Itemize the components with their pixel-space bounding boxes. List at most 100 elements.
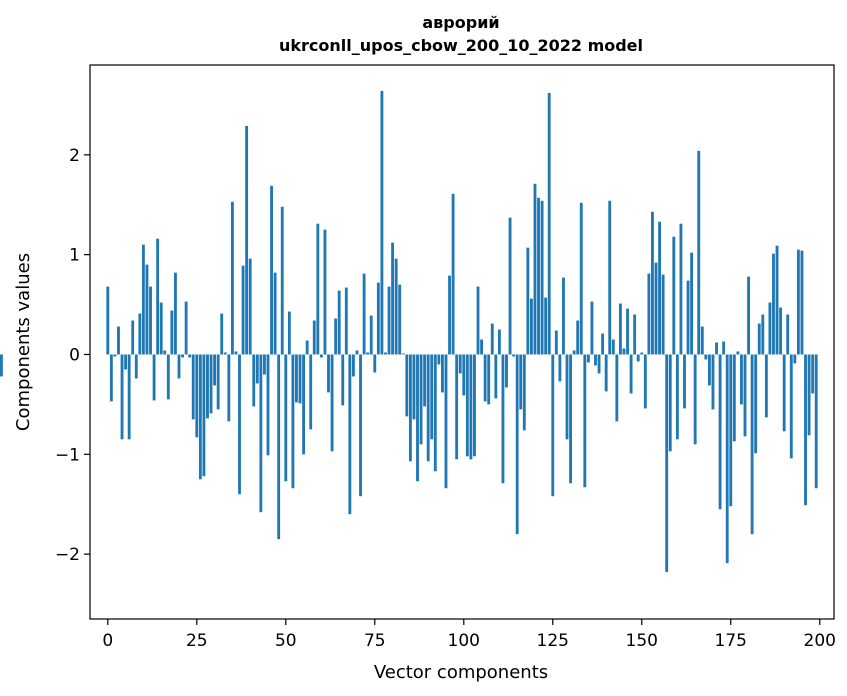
bar: [419, 354, 423, 445]
bar: [562, 277, 565, 355]
bar: [811, 354, 815, 394]
x-tick-label: 175: [715, 631, 747, 651]
bar: [298, 354, 302, 404]
bar: [127, 354, 131, 440]
bar: [195, 354, 199, 438]
bar: [344, 287, 348, 355]
bar: [341, 354, 345, 406]
bar: [711, 354, 715, 410]
bar: [270, 185, 273, 355]
bar: [202, 354, 206, 477]
bar: [700, 326, 704, 355]
bar: [796, 249, 800, 355]
x-tick-label: 150: [626, 631, 658, 651]
bar: [141, 244, 145, 355]
bar: [529, 298, 533, 355]
bar: [754, 354, 758, 454]
bar: [177, 354, 181, 379]
bar: [786, 314, 790, 355]
bar: [707, 354, 711, 386]
bar: [537, 197, 540, 355]
bar: [658, 221, 661, 355]
x-axis: 0 25 50 75 100 125 150 175 200: [102, 619, 836, 651]
bar: [433, 354, 437, 472]
bar: [693, 354, 697, 445]
x-tick-label: 100: [448, 631, 480, 651]
bar: [497, 329, 501, 355]
bar: [597, 354, 601, 374]
bar: [355, 350, 359, 355]
bar: [152, 354, 156, 401]
bar: [451, 193, 455, 355]
bar: [124, 354, 128, 370]
bar: [654, 262, 658, 355]
bar: [458, 354, 462, 374]
bar: [462, 354, 466, 396]
bar: [0, 354, 3, 377]
bar: [804, 354, 807, 506]
bar: [604, 354, 608, 392]
bar: [747, 276, 750, 355]
bar: [629, 354, 633, 394]
bar: [348, 354, 352, 515]
bar: [174, 272, 177, 355]
x-axis-label: Vector components: [374, 662, 548, 683]
plot-frame: [89, 64, 835, 620]
bar: [305, 340, 309, 355]
bar: [572, 350, 576, 355]
bar: [750, 354, 754, 535]
bar: [508, 217, 512, 355]
bar: [800, 250, 804, 355]
bar: [465, 354, 469, 457]
bar: [213, 354, 217, 386]
bar: [245, 125, 249, 355]
bar: [191, 354, 195, 420]
bar: [444, 354, 448, 489]
bar: [494, 354, 498, 399]
bar: [181, 354, 184, 358]
bar: [223, 352, 227, 355]
bar: [316, 223, 320, 355]
bar: [391, 242, 395, 355]
chart-title: аврорий: [422, 13, 499, 32]
bar: [312, 320, 316, 355]
bar: [106, 286, 110, 355]
bar: [473, 354, 476, 457]
bar: [369, 315, 373, 355]
bar: [487, 354, 491, 405]
bar: [394, 258, 398, 355]
bar: [526, 247, 530, 355]
bar: [134, 354, 138, 379]
bar: [209, 354, 213, 414]
bar: [362, 273, 366, 355]
bar: [117, 326, 120, 355]
bar: [352, 354, 355, 377]
y-tick-label: −1: [55, 445, 80, 465]
bar: [583, 354, 587, 488]
bar: [814, 354, 818, 489]
bar: [522, 354, 526, 431]
bar: [740, 354, 743, 405]
bar: [319, 354, 323, 358]
bar: [166, 354, 170, 400]
bar: [220, 313, 224, 355]
bar: [586, 354, 590, 363]
bar: [138, 313, 142, 355]
bar: [668, 354, 672, 452]
bar: [515, 354, 519, 535]
bar: [558, 354, 562, 382]
bar: [145, 264, 149, 355]
bar: [729, 354, 733, 507]
bar: [569, 354, 572, 484]
bar: [230, 201, 234, 355]
bar: [131, 320, 135, 355]
bar: [109, 354, 113, 402]
bar: [480, 339, 484, 355]
bar: [761, 314, 765, 355]
bar: [768, 302, 772, 355]
y-tick-label: 1: [69, 246, 80, 266]
bar: [789, 354, 793, 459]
bar: [665, 354, 669, 573]
bar: [633, 314, 637, 355]
bar: [238, 354, 241, 495]
